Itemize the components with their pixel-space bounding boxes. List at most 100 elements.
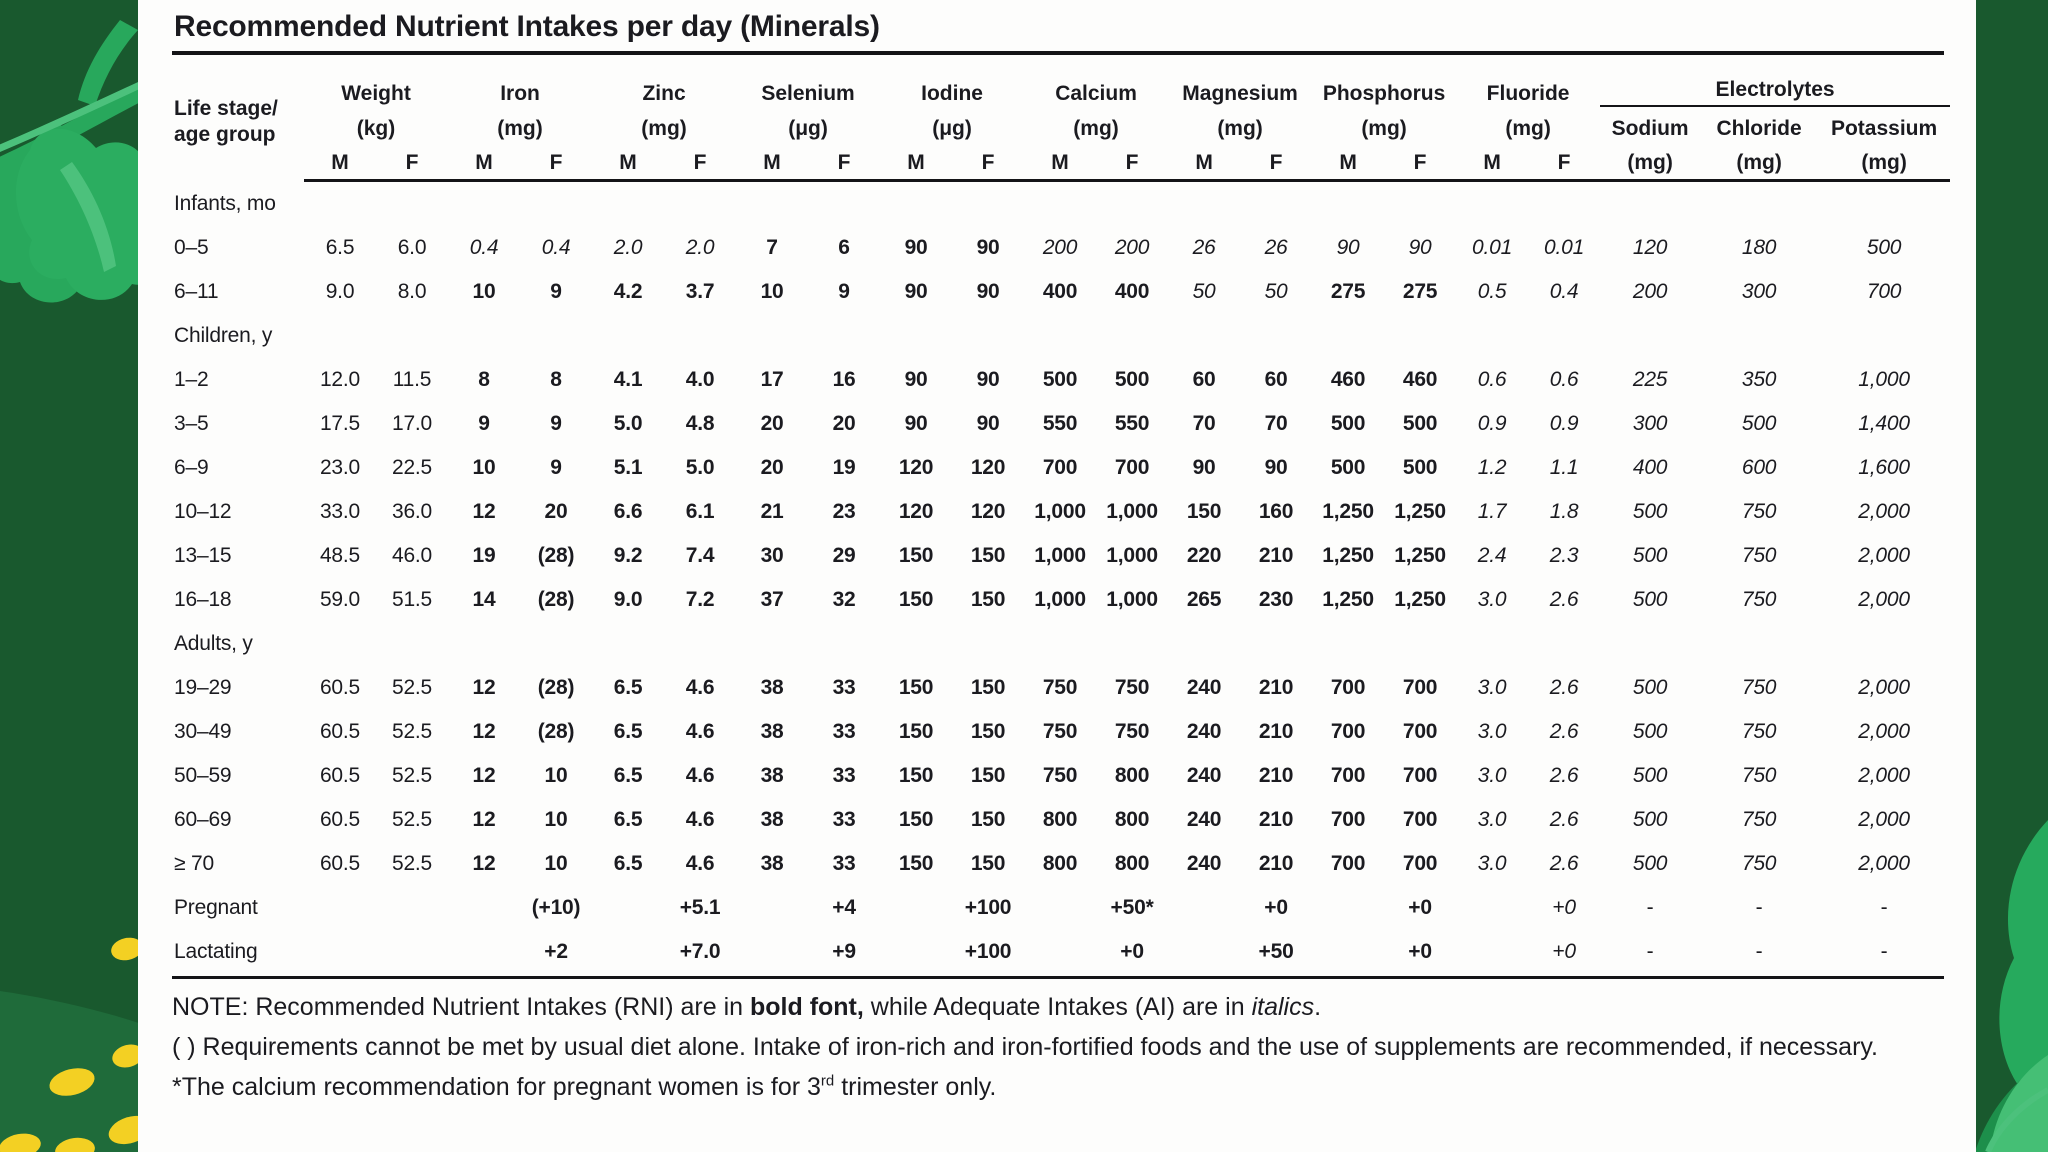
value-cell: 4.2	[613, 280, 643, 303]
row-label: 10–12	[174, 500, 232, 523]
value-cell: 0.5	[1477, 280, 1507, 303]
value-cell: 2,000	[1858, 500, 1910, 523]
value-cell: 230	[1258, 588, 1294, 611]
value-cell	[304, 930, 376, 974]
value-cell: 1,000	[1106, 544, 1158, 567]
row-label: 60–69	[174, 808, 232, 831]
value-cell: 9.2	[613, 544, 643, 567]
value-cell: 26	[1192, 236, 1216, 259]
value-cell: 51.5	[391, 588, 433, 611]
sex-header-m: M	[592, 141, 665, 182]
unit-iodine: (μg)	[932, 117, 972, 141]
value-cell: 23.0	[319, 456, 361, 479]
value-cell: 240	[1186, 852, 1222, 875]
table-row: 1–2 12.0 11.5 8 8 4.1 4.0 17 16 90 90 500 500 60 60 460…	[172, 358, 1950, 402]
value-cell: 90	[904, 280, 928, 303]
value-cell: 150	[898, 808, 934, 831]
table-row: 16–18 59.0 51.5 14 (28) 9.0 7.2 37 32 150 150 1,000…	[172, 578, 1950, 622]
value-cell: -	[1755, 940, 1763, 963]
value-cell: 750	[1741, 720, 1777, 743]
col-header-iron: Iron	[500, 82, 540, 106]
sex-header-f: F	[1240, 141, 1313, 182]
value-cell: 1,250	[1322, 588, 1374, 611]
value-cell: +0	[1120, 940, 1144, 963]
value-cell: 120	[1632, 236, 1668, 259]
value-cell: 750	[1741, 808, 1777, 831]
value-cell: 1.1	[1549, 456, 1579, 479]
value-cell: 400	[1114, 280, 1150, 303]
sex-header-f: F	[1384, 141, 1457, 182]
value-cell: 0.01	[1544, 236, 1585, 259]
value-cell: 23	[832, 500, 856, 523]
value-cell: 500	[1402, 456, 1438, 479]
value-cell: 21	[760, 500, 784, 523]
value-cell	[592, 886, 664, 930]
value-cell: 1,000	[1034, 500, 1086, 523]
value-cell: 17	[760, 368, 784, 391]
value-cell: 700	[1402, 764, 1438, 787]
value-cell: +0	[1408, 940, 1432, 963]
section-row: Infants, mo	[172, 181, 1950, 227]
row-label: Lactating	[174, 940, 258, 963]
value-cell: 200	[1632, 280, 1668, 303]
value-cell: 120	[970, 456, 1006, 479]
value-cell: 275	[1330, 280, 1366, 303]
section-row: Children, y	[172, 314, 1950, 358]
value-cell: 4.6	[685, 764, 715, 787]
value-cell	[1456, 886, 1528, 930]
value-cell: 500	[1632, 764, 1668, 787]
value-cell: 2.6	[1549, 676, 1579, 699]
row-label: 1–2	[174, 368, 209, 391]
value-cell: 550	[1114, 412, 1150, 435]
value-cell: 2,000	[1858, 544, 1910, 567]
unit-chloride: (mg)	[1700, 141, 1819, 182]
value-cell: 240	[1186, 808, 1222, 831]
row-label: 3–5	[174, 412, 209, 435]
leaf-sprig-top-left	[0, 20, 170, 303]
value-cell: 22.5	[391, 456, 433, 479]
value-cell: -	[1646, 896, 1654, 919]
unit-potassium: (mg)	[1818, 141, 1951, 182]
value-cell: 800	[1114, 764, 1150, 787]
value-cell: 120	[970, 500, 1006, 523]
value-cell: 2,000	[1858, 676, 1910, 699]
value-cell: 19	[472, 544, 496, 567]
table-row: 30–49 60.5 52.5 12 (28) 6.5 4.6 38 33 150 150 750 75…	[172, 710, 1950, 754]
value-cell: 6.0	[397, 236, 427, 259]
value-cell: 12	[472, 764, 496, 787]
value-cell: 700	[1402, 720, 1438, 743]
note-rni-suffix: .	[1314, 993, 1322, 1021]
sex-header-f: F	[376, 141, 449, 182]
value-cell: +2	[544, 940, 568, 963]
value-cell: 200	[1114, 236, 1150, 259]
value-cell: 750	[1741, 764, 1777, 787]
value-cell: -	[1880, 940, 1888, 963]
value-cell: 9	[550, 456, 562, 479]
value-cell: 150	[1186, 500, 1222, 523]
value-cell: 33.0	[319, 500, 361, 523]
value-cell: 160	[1258, 500, 1294, 523]
value-cell: 9	[478, 412, 490, 435]
value-cell: 7	[766, 236, 778, 259]
value-cell: 0.4	[469, 236, 499, 259]
value-cell: 750	[1042, 676, 1078, 699]
value-cell: 240	[1186, 720, 1222, 743]
value-cell	[1312, 930, 1384, 974]
value-cell: 38	[760, 720, 784, 743]
value-cell: 225	[1632, 368, 1668, 391]
value-cell: 500	[1402, 412, 1438, 435]
value-cell: 60.5	[319, 720, 361, 743]
value-cell: 10	[760, 280, 784, 303]
unit-sodium: (mg)	[1600, 141, 1701, 182]
value-cell: 550	[1042, 412, 1078, 435]
col-header-magnesium: Magnesium	[1182, 82, 1298, 106]
table-row: 13–15 48.5 46.0 19 (28) 9.2 7.4 30 29 150 150 1,000…	[172, 534, 1950, 578]
value-cell: 90	[976, 368, 1000, 391]
row-label: 30–49	[174, 720, 232, 743]
value-cell: 150	[898, 764, 934, 787]
value-cell: 700	[1402, 852, 1438, 875]
value-cell: +0	[1264, 896, 1288, 919]
value-cell: 210	[1258, 764, 1294, 787]
section-label: Children, y	[174, 324, 273, 347]
value-cell: 700	[1114, 456, 1150, 479]
